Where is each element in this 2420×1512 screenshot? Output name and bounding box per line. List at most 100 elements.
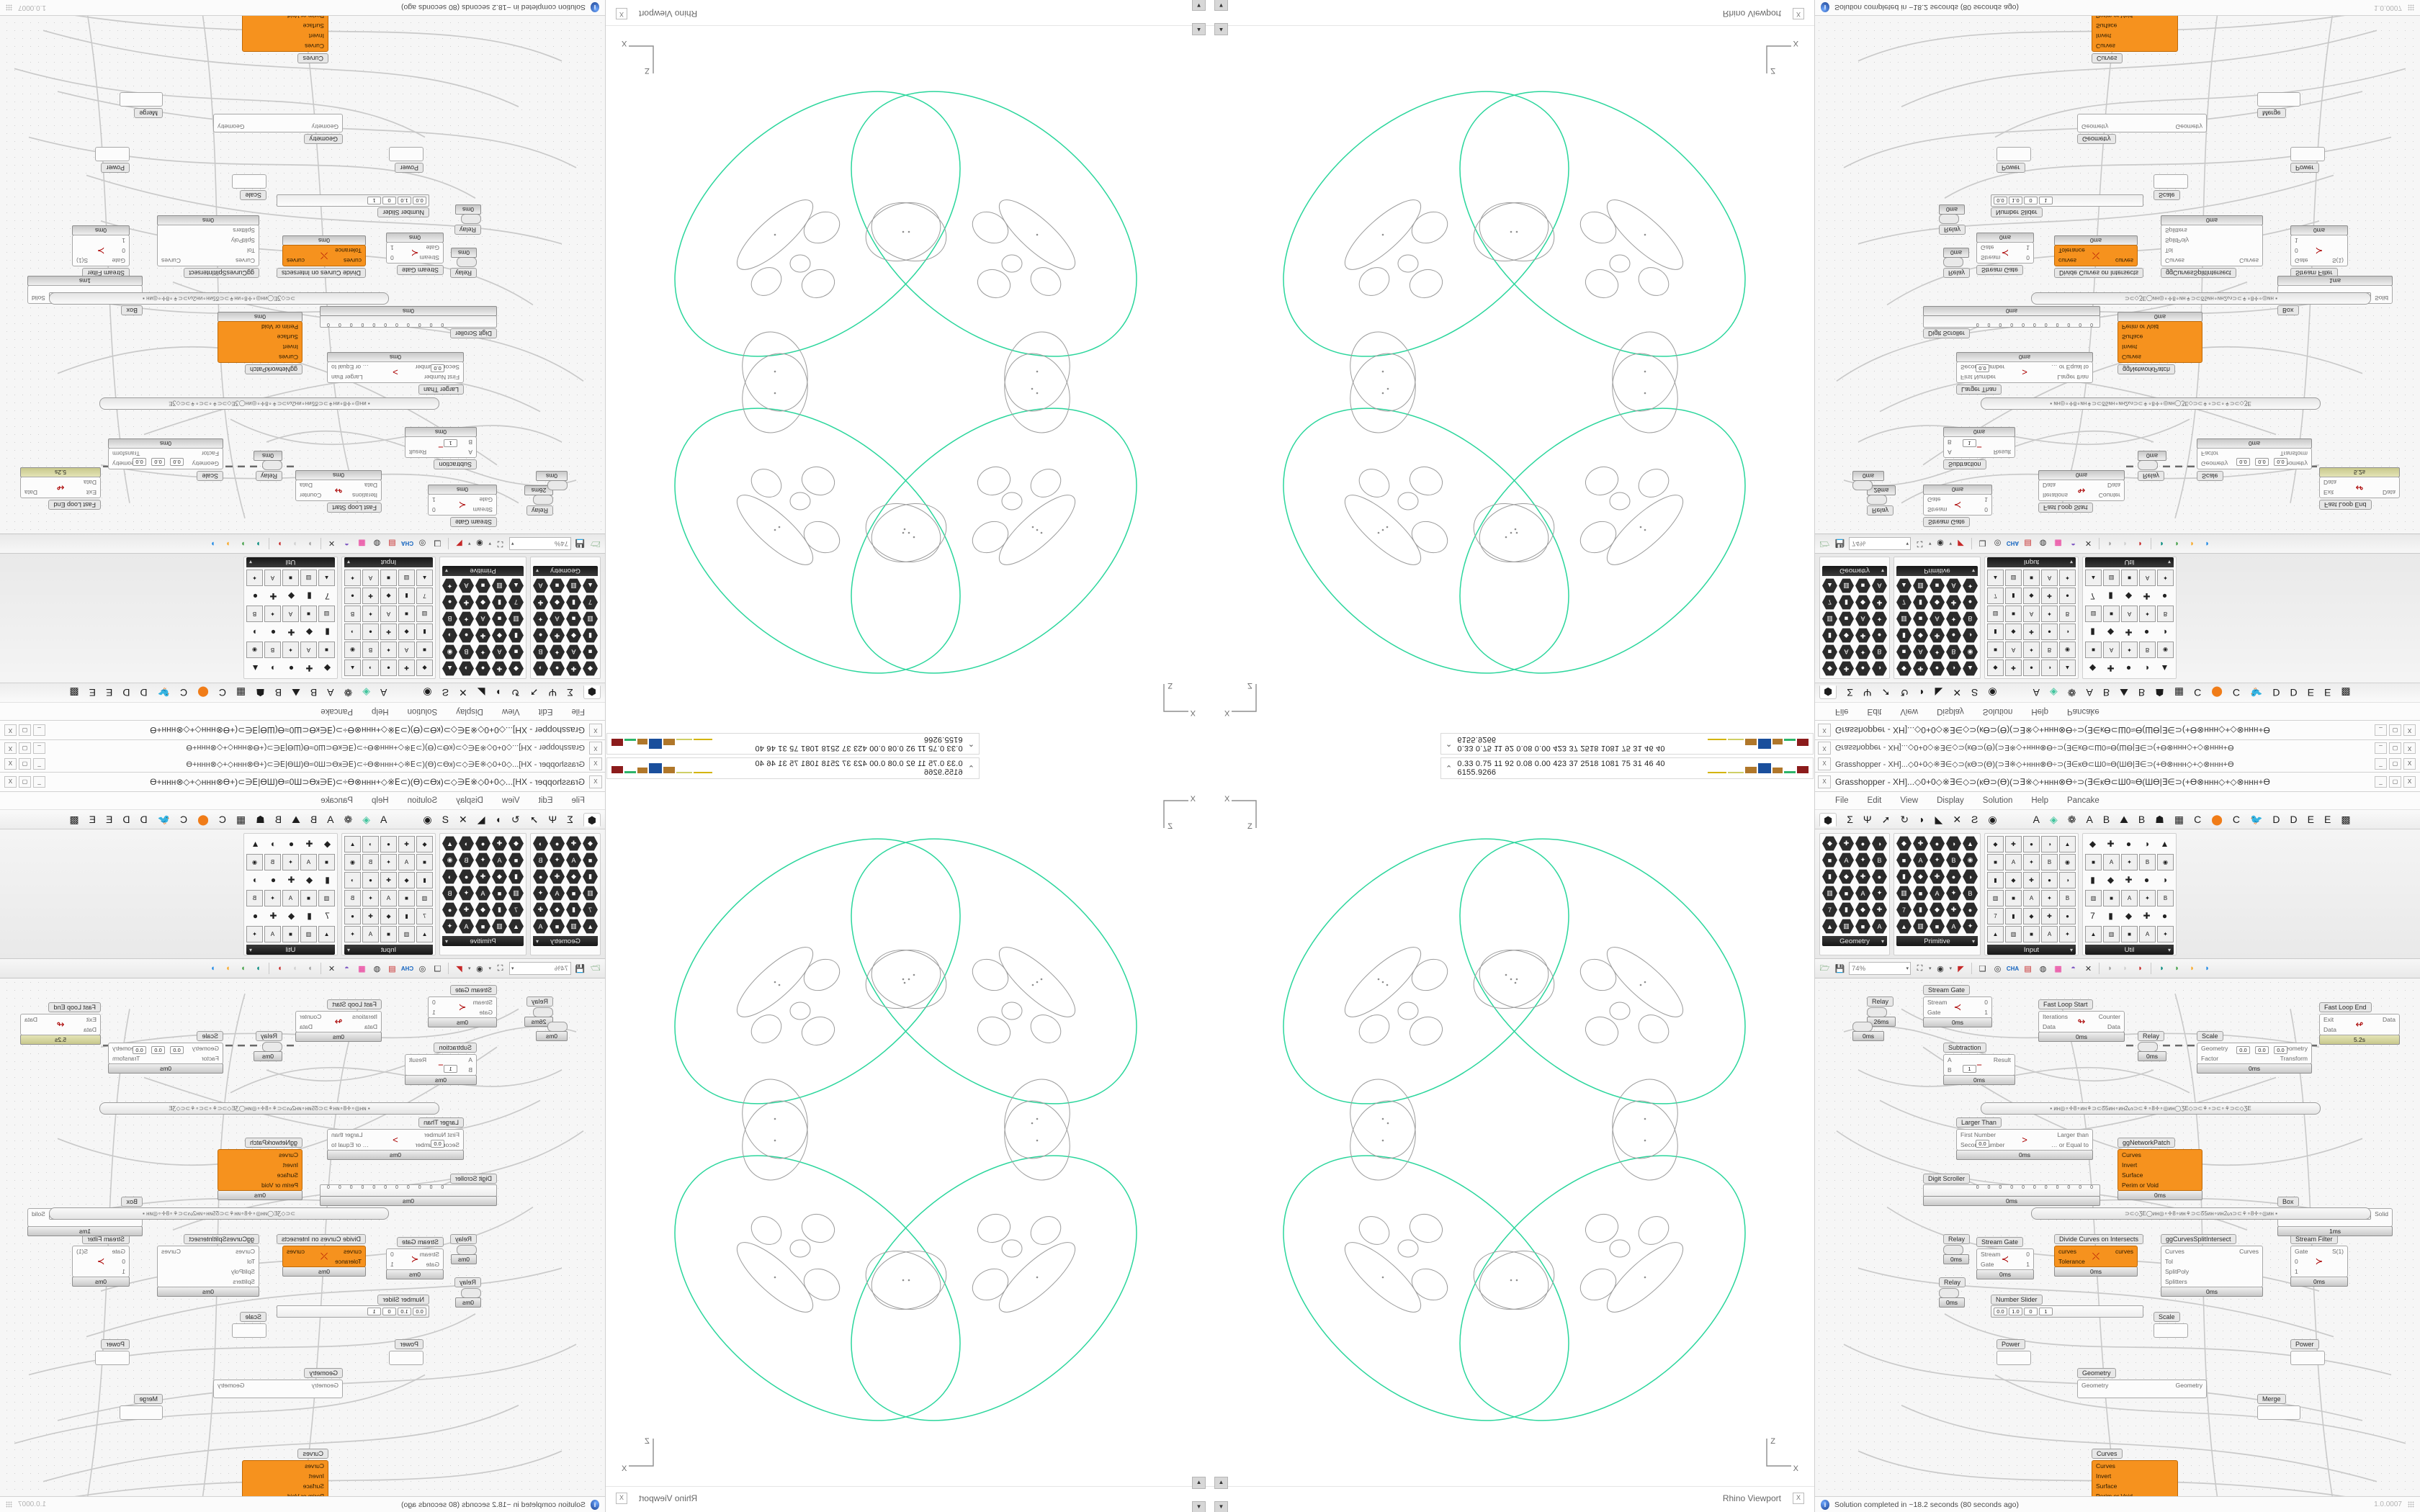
input-port[interactable]: Tol [247,247,255,254]
input-port[interactable]: curves [2058,1248,2077,1255]
fit-view-icon[interactable]: ⛶ [497,539,503,549]
component-icon[interactable]: 7 [1896,902,1912,917]
component-icon[interactable]: ■ [380,570,397,586]
component-icon[interactable]: ▲ [508,919,524,934]
component-icon[interactable]: ✚ [398,836,415,852]
input-port[interactable]: Invert [282,1161,298,1169]
component-icon[interactable]: ◑ [344,624,361,640]
minimize-button[interactable]: _ [2375,724,2387,736]
gh-component[interactable]: Fast Loop End Exit Data Data ↫ 5.2s [2319,1000,2400,1045]
component-icon[interactable]: ■ [318,642,335,658]
menu-item-display[interactable]: Display [456,707,483,716]
component-icon[interactable]: ✦ [533,611,548,626]
component-icon[interactable]: 7 [583,595,598,610]
component-body[interactable]: Curves Curves Tol SplitPoly Splitters [2161,1246,2263,1287]
gh-component[interactable]: Number Slider 0.0 1.0 0 1 [1991,1292,2143,1318]
component-icon[interactable]: ◆ [1839,628,1854,643]
component-body[interactable] [2290,1351,2325,1365]
component-icon[interactable]: ▲ [1987,926,2004,942]
amber-shade-icon[interactable]: ◗ [2190,964,2195,973]
component-icon[interactable]: B [442,611,457,626]
component-icon[interactable]: A [550,886,565,901]
component-icon[interactable]: ✚ [287,627,295,638]
rhino-viewport-canvas[interactable]: X Z X Z [606,27,1210,732]
component-icon[interactable]: ✦ [264,890,281,906]
component-icon[interactable]: ● [550,661,565,676]
component-icon[interactable]: A [398,854,415,870]
component-icon[interactable]: ▮ [1822,628,1837,643]
input-port[interactable]: First Number [424,1131,460,1138]
component-icon[interactable]: ◆ [2107,627,2115,638]
component-icon[interactable]: ▮ [416,624,433,640]
cross-icon[interactable]: ✕ [2084,539,2092,548]
ribbon-panel-title[interactable]: Util ▾ [246,945,335,955]
component-icon[interactable]: ✚ [1913,661,1928,676]
tab-addon-grid-tab[interactable]: ▦ [236,687,246,698]
gh-component[interactable]: ggNetworkPatch Curves Invert Surface Perim o… [218,1135,302,1200]
output-port[interactable]: Data [300,482,313,489]
component-icon[interactable]: ■ [1822,644,1837,660]
input-port[interactable]: Geometry [192,1045,219,1052]
tab-surface-tab[interactable]: ◗ [1919,687,1925,698]
input-port[interactable]: B [1948,438,1952,446]
component-icon[interactable]: ◆ [550,902,565,917]
gh-component[interactable]: Relay 0ms [449,1232,477,1264]
component-icon[interactable]: ✚ [2143,591,2151,602]
output-port[interactable]: Data [24,489,37,496]
input-port[interactable]: Perim or Void [261,1182,298,1189]
gh-component[interactable]: Power [1996,147,2031,175]
gh-component[interactable]: Fast Loop End Exit Data Data ↫ 5.2s [20,1000,101,1045]
gh-component[interactable]: Scale [2154,1310,2188,1338]
tab-mesh-tab[interactable]: ◣ [1935,814,1943,825]
component-icon[interactable]: ✚ [2107,663,2115,674]
scale-center-y-field[interactable]: 0.0 [151,1046,165,1054]
component-icon[interactable]: ◑ [2059,872,2076,888]
component-icon[interactable]: ▮ [416,872,433,888]
output-port[interactable]: 0 [1984,506,1988,513]
tab-display-tab[interactable]: ◉ [1988,814,1997,825]
output-port[interactable]: Geometry [2175,1382,2202,1389]
tab-addon-mountain-tab[interactable]: ⛰ [2120,814,2128,825]
component-icon[interactable]: B [344,890,361,906]
ball-icon[interactable]: ◓ [2071,539,2076,548]
component-body[interactable]: Exit Data Data ↫ [2319,1014,2400,1035]
tab-maths-tab[interactable]: Σ [567,814,573,825]
gh-component[interactable]: Power [2290,147,2325,175]
output-port[interactable]: 0 [2026,1251,2030,1258]
component-icon[interactable]: A [2139,570,2156,586]
tab-addon-c2-tab[interactable]: C [180,814,188,825]
component-icon[interactable]: ◆ [1913,628,1928,643]
component-icon[interactable]: ◆ [1855,595,1870,610]
menu-item-display[interactable]: Display [456,796,483,805]
gh-component[interactable]: Merge [120,1392,163,1420]
gh-component[interactable]: Divide Curves on Intersects curves curves T… [2054,1232,2144,1277]
input-port[interactable]: Curves [236,1248,255,1255]
component-icon[interactable]: ▲ [2160,663,2169,674]
component-icon[interactable]: A [1930,886,1945,901]
relay-node[interactable] [533,1007,553,1017]
quadrant-bottom-right[interactable]: ⌃ 0.33 0.75 11 92 0.08 0.00 423 37 2518 … [1210,756,2420,1512]
canvas-search-pill[interactable]: ⊃⊂◇ƷE◯ин◎∘✛8∘ин⚘⊃⊂ᘔ5ин∘ин2ᔕ⊃⊂⚘∘8✛∘◎ин ▪ [49,1207,389,1220]
component-icon[interactable]: ◆ [380,588,397,604]
menu-item-view[interactable]: View [501,707,520,716]
component-icon[interactable]: ▥ [1913,919,1928,934]
component-icon[interactable]: ▲ [442,661,457,676]
ribbon-panel-title[interactable]: Util ▾ [2085,945,2174,955]
slider-max[interactable]: 1 [367,1308,381,1315]
component-icon[interactable]: ■ [508,852,524,868]
component-icon[interactable]: ● [362,624,379,640]
output-port[interactable]: Transform [112,1055,140,1062]
component-body[interactable]: curves curves Tolerance ⤬ [2054,245,2138,266]
component-body[interactable]: Geometry Geometry [2077,114,2207,132]
component-icon[interactable]: ● [2023,836,2040,852]
component-body[interactable] [2257,92,2300,107]
component-icon[interactable]: ▲ [442,836,457,851]
title-bar[interactable]: X Grasshopper - XH]...◇0+0◇※∃∈◇⊃(кӨ⊃(Ө)(… [1815,720,2420,739]
component-icon[interactable]: B [2059,890,2076,906]
component-icon[interactable]: ◆ [1987,836,2004,852]
component-icon[interactable]: ◆ [492,628,507,643]
ribbon-panel-title[interactable]: Geometry ▾ [533,566,598,576]
gh-component[interactable]: Divide Curves on Intersects curves curves T… [276,235,366,280]
component-icon[interactable]: ■ [1930,578,1945,593]
component-icon[interactable]: ✚ [1872,595,1887,610]
